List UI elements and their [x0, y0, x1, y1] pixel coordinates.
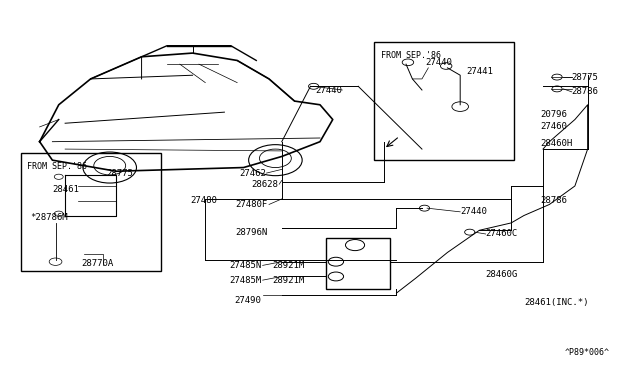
Text: 27440: 27440 [425, 58, 452, 67]
Text: 27460C: 27460C [486, 230, 518, 238]
Text: 28786: 28786 [572, 87, 598, 96]
Text: 28461: 28461 [52, 185, 79, 194]
Bar [20, 153, 161, 271]
Text: 28775: 28775 [106, 169, 133, 177]
Text: 27440: 27440 [460, 207, 487, 217]
Bar [374, 42, 515, 160]
Text: 28775: 28775 [572, 73, 598, 81]
Text: 28921M: 28921M [272, 261, 304, 270]
Text: 28921M: 28921M [272, 276, 304, 285]
Text: 27440: 27440 [316, 86, 342, 94]
Text: 20796: 20796 [540, 109, 566, 119]
Text: 27462: 27462 [239, 169, 266, 177]
Text: 27480: 27480 [190, 196, 217, 205]
Text: 28628: 28628 [252, 180, 278, 189]
Text: 27485M: 27485M [229, 276, 261, 285]
Text: 28460H: 28460H [540, 139, 572, 148]
Text: 28770A: 28770A [81, 259, 113, 268]
Text: *28786M: *28786M [30, 213, 68, 222]
Text: FROM SEP.'86: FROM SEP.'86 [27, 162, 87, 171]
Bar [326, 238, 390, 289]
Text: FROM SEP.'86: FROM SEP.'86 [381, 51, 440, 60]
Text: ^P89*006^: ^P89*006^ [565, 348, 610, 357]
Text: 27490: 27490 [234, 296, 261, 305]
Text: 27480F: 27480F [236, 200, 268, 209]
Text: 27441: 27441 [467, 67, 493, 76]
Text: 28460G: 28460G [486, 270, 518, 279]
Text: 28461(INC.*): 28461(INC.*) [524, 298, 588, 307]
Text: 28796N: 28796N [236, 228, 268, 237]
Text: 27460: 27460 [540, 122, 566, 131]
Text: 28786: 28786 [540, 196, 566, 205]
Text: 27485N: 27485N [229, 261, 261, 270]
